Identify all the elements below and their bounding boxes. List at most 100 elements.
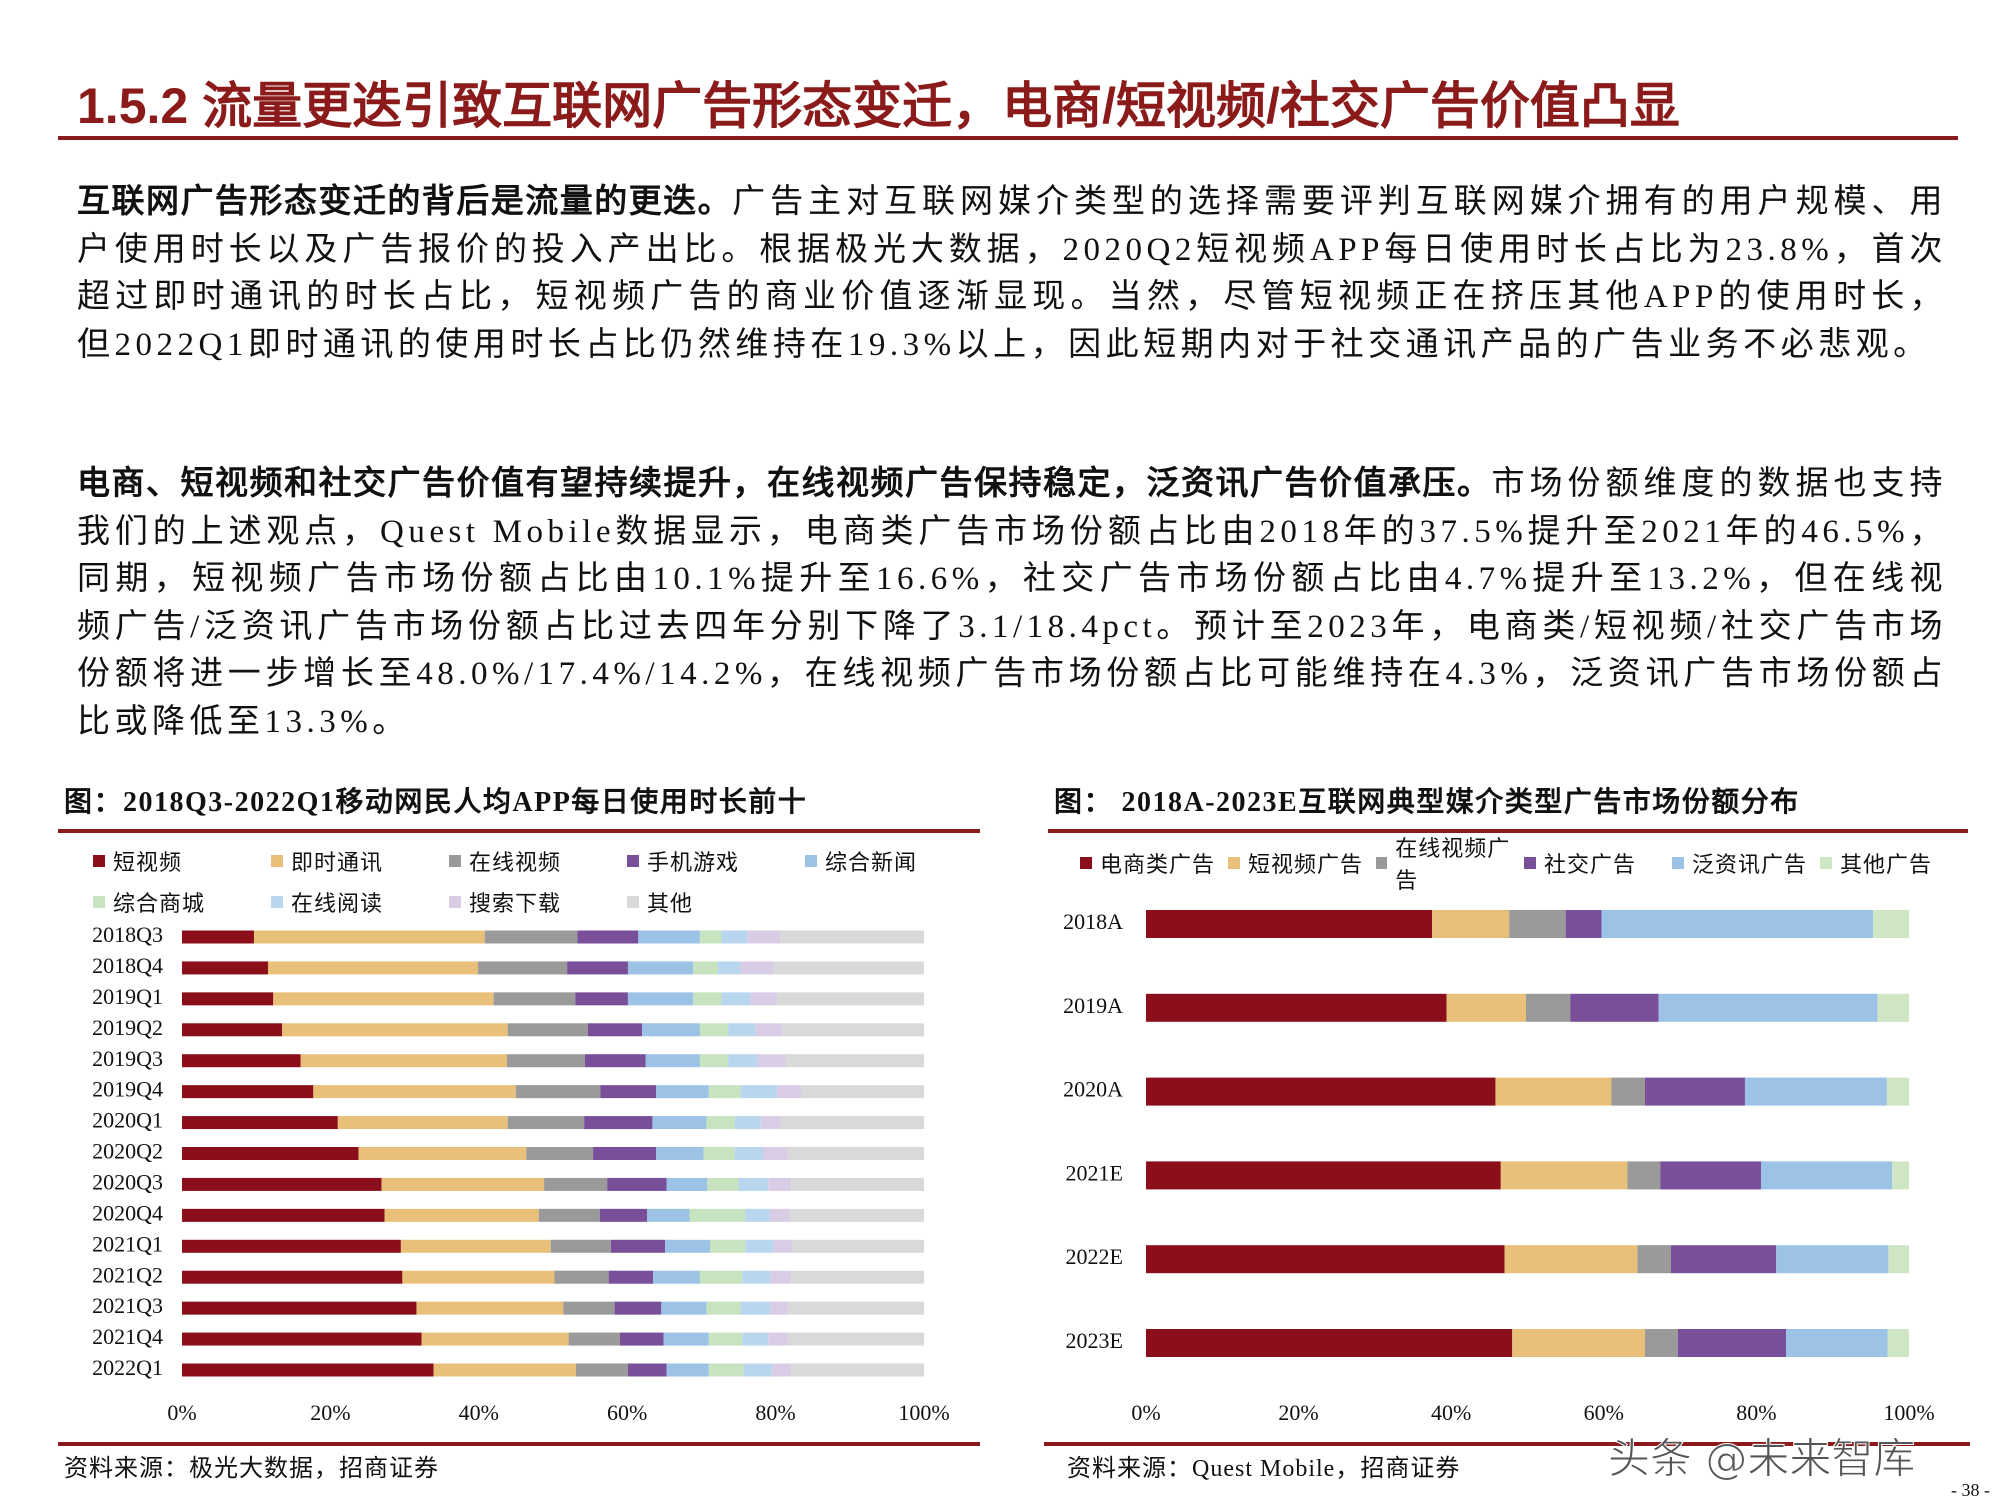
watermark: 头条 @未来智库 [1607, 1434, 1916, 1484]
bar-segment [1670, 1245, 1777, 1274]
bar-segment [358, 1147, 527, 1160]
bar-segment [1432, 910, 1510, 938]
paragraph-lead: 互联网广告形态变迁的背后是流量的更迭。 [77, 182, 733, 219]
x-tick-label: 100% [898, 1400, 949, 1425]
bar-segment [282, 1023, 508, 1037]
bar-segment [666, 1177, 708, 1191]
legend-label: 电商类广告 [1100, 851, 1216, 877]
bar-segment [745, 1239, 774, 1253]
legend-item: 手机游戏 [627, 840, 805, 881]
legend-swatch [1080, 856, 1092, 869]
bar-segment [750, 992, 778, 1006]
bar-segment [1887, 1329, 1909, 1357]
bar-segment [777, 992, 924, 1006]
bar-segment [706, 1301, 741, 1315]
bar-segment [787, 1301, 924, 1315]
bar-segment [1873, 910, 1909, 938]
bar-segment [538, 1208, 600, 1222]
bar-segment [182, 1116, 338, 1130]
bar-segment [801, 1085, 924, 1099]
y-tick-label: 2018A [1063, 909, 1123, 934]
bar-segment [627, 1363, 667, 1377]
bar-segment [568, 1332, 620, 1346]
legend-label: 在线阅读 [291, 890, 384, 916]
bar-segment [703, 1147, 735, 1160]
legend-item: 电商类广告 [1080, 842, 1228, 883]
bar-segment [708, 1085, 741, 1099]
x-tick-label: 20% [310, 1400, 350, 1425]
bar-segment [182, 1301, 417, 1315]
bar-segment [182, 992, 274, 1006]
bar-segment [742, 1332, 769, 1346]
bar-segment [693, 961, 718, 975]
bar-segment [780, 1116, 924, 1130]
bar-segment [627, 992, 694, 1006]
bar-segment [584, 1116, 653, 1130]
chart-rule [58, 1442, 980, 1446]
bar-segment [402, 1270, 555, 1284]
bar-segment [1146, 1245, 1505, 1274]
bar-segment [1877, 993, 1909, 1022]
legend-item: 在线阅读 [271, 881, 449, 922]
bar-segment [1611, 1077, 1646, 1106]
bar-segment [1601, 910, 1874, 938]
bar-segment [478, 961, 568, 975]
bar-segment [663, 1332, 709, 1346]
bar-segment [526, 1147, 594, 1160]
bar-segment [780, 930, 924, 944]
y-tick-label: 2018Q4 [92, 953, 163, 978]
y-tick-label: 2021E [1066, 1160, 1123, 1185]
legend-item: 其他 [627, 881, 805, 922]
bar-segment [791, 1177, 924, 1191]
bar-segment [706, 1116, 735, 1130]
bar-segment [693, 992, 722, 1006]
legend-swatch [449, 854, 461, 867]
legend-item: 其他广告 [1820, 842, 1968, 883]
bar-segment [740, 1301, 771, 1315]
chart-rule [1048, 829, 1968, 833]
bar-segment [619, 1332, 664, 1346]
chart-rule [58, 829, 980, 833]
bar-segment [253, 930, 485, 944]
paragraph-text: 广告主对互联网媒介类型的选择需要评判互联网媒介拥有的用户规模、用户使用时长以及广… [77, 184, 1948, 363]
bar-segment [182, 1147, 359, 1160]
bar-segment [1146, 910, 1433, 938]
bar-segment [313, 1085, 516, 1099]
bar-segment [647, 1208, 690, 1222]
bar-segment [182, 1054, 301, 1068]
legend-label: 在线视频广告 [1395, 835, 1511, 893]
bar-segment [768, 1177, 792, 1191]
bar-segment [755, 1023, 783, 1037]
legend-item: 即时通讯 [271, 840, 449, 881]
bar-segment [656, 1147, 704, 1160]
y-tick-label: 2019Q3 [92, 1046, 163, 1071]
bar-segment [699, 1270, 743, 1284]
legend-item: 综合商城 [93, 881, 271, 922]
paragraph: 互联网广告形态变迁的背后是流量的更迭。广告主对互联网媒介类型的选择需要评判互联网… [77, 177, 1947, 369]
bar-segment [1525, 993, 1571, 1022]
source-note: 资料来源：极光大数据，招商证券 [64, 1456, 439, 1482]
bar-segment [717, 961, 741, 975]
bar-segment [1512, 1329, 1646, 1357]
bar-segment [769, 1208, 790, 1222]
bar-segment [740, 961, 774, 975]
bar-segment [1888, 1245, 1909, 1274]
bar-segment [627, 961, 694, 975]
legend-label: 短视频广告 [1248, 851, 1364, 877]
legend-label: 其他 [647, 890, 694, 916]
bar-segment [337, 1116, 508, 1130]
bar-segment [721, 930, 748, 944]
x-tick-label: 80% [1736, 1400, 1776, 1425]
bar-segment [421, 1332, 569, 1346]
bar-segment [1637, 1245, 1671, 1274]
legend-label: 搜索下载 [469, 890, 562, 916]
bar-segment [1658, 993, 1878, 1022]
bar-segment [1760, 1161, 1893, 1190]
bar-segment [661, 1301, 707, 1315]
bar-segment [656, 1085, 709, 1099]
legend-swatch [1228, 856, 1240, 869]
bar-segment [381, 1177, 545, 1191]
page-title: 1.5.2 流量更迭引致互联网广告形态变迁，电商/短视频/社交广告价值凸显 [77, 78, 1680, 134]
legend-swatch [805, 854, 817, 867]
bar-segment [515, 1085, 601, 1099]
